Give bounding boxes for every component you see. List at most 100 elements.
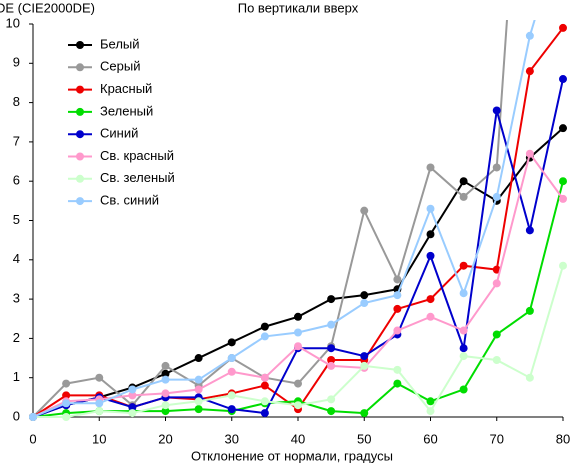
data-point (194, 397, 203, 406)
x-tick-label: 40 (291, 431, 305, 446)
data-point (327, 361, 336, 370)
data-point (161, 401, 170, 410)
data-point (393, 291, 402, 300)
legend-marker (76, 63, 84, 72)
y-tick-label: 0 (13, 408, 20, 423)
legend-marker (76, 197, 84, 206)
data-point (492, 330, 501, 339)
data-point (559, 261, 567, 270)
data-point (426, 163, 435, 172)
data-point (294, 342, 302, 351)
data-point (227, 367, 236, 376)
data-point (525, 226, 534, 235)
data-point (393, 379, 402, 388)
data-point (459, 344, 468, 353)
data-point (62, 399, 71, 408)
x-axis-title: Отклонение от нормали, градусы (191, 448, 393, 463)
data-point (426, 397, 435, 406)
y-tick-label: 2 (13, 330, 20, 345)
data-point (492, 163, 501, 172)
data-point (393, 275, 402, 284)
data-point (128, 403, 137, 412)
data-point (294, 401, 302, 410)
chart-title: По вертикали вверх (238, 0, 359, 15)
data-point (294, 379, 302, 388)
data-point (95, 407, 104, 416)
legend-label: Серый (100, 59, 140, 74)
data-point (393, 304, 402, 313)
data-point (559, 23, 567, 32)
data-point (161, 369, 170, 378)
data-point (426, 251, 435, 260)
data-point (260, 373, 269, 382)
legend-marker (76, 130, 84, 139)
data-point (459, 261, 468, 270)
data-point (525, 373, 534, 382)
y-tick-label: 9 (13, 55, 20, 70)
data-point (161, 361, 170, 370)
data-point (360, 352, 369, 361)
data-point (327, 407, 336, 416)
data-point (525, 31, 534, 40)
data-point (459, 177, 468, 186)
data-point (492, 279, 501, 288)
data-point (161, 375, 170, 384)
data-point (492, 106, 501, 115)
data-point (194, 375, 203, 384)
legend-marker (76, 174, 84, 183)
data-point (393, 326, 402, 335)
data-point (62, 379, 71, 388)
data-point (426, 407, 435, 416)
data-point (459, 289, 468, 298)
y-tick-label: 3 (13, 291, 20, 306)
data-point (327, 356, 336, 365)
data-point (459, 385, 468, 394)
data-point (95, 399, 104, 408)
data-point (327, 344, 336, 353)
data-point (260, 397, 269, 406)
data-point (360, 206, 369, 215)
data-point (227, 391, 236, 400)
data-point (360, 291, 369, 300)
data-point (128, 409, 137, 418)
data-point (426, 312, 435, 321)
legend-label: Красный (100, 81, 152, 96)
data-point (161, 407, 170, 416)
data-point (194, 405, 203, 414)
data-point (194, 385, 203, 394)
legend-marker (76, 85, 84, 94)
data-point (525, 149, 534, 158)
data-point (459, 192, 468, 201)
data-point (227, 338, 236, 347)
legend-marker (76, 152, 84, 161)
y-tick-label: 4 (13, 251, 20, 266)
data-point (327, 295, 336, 304)
data-point (260, 322, 269, 331)
plot-area (29, 20, 567, 421)
data-point (525, 67, 534, 76)
data-point (62, 391, 71, 400)
data-point (525, 306, 534, 315)
data-point (559, 75, 567, 84)
data-point (128, 391, 137, 400)
data-point (294, 328, 302, 337)
data-point (62, 413, 71, 421)
data-point (360, 299, 369, 308)
data-point (327, 395, 336, 404)
data-point (294, 312, 302, 321)
legend-label: Белый (100, 36, 140, 51)
x-tick-label: 20 (158, 431, 172, 446)
legend-label: Св. синий (100, 193, 159, 208)
data-point (260, 381, 269, 390)
legend-marker (76, 41, 84, 49)
y-axis-title: DE (CIE2000DE) (0, 0, 95, 15)
data-point (492, 356, 501, 365)
y-tick-label: 8 (13, 94, 20, 109)
y-tick-label: 6 (13, 173, 20, 188)
legend-label: Св. зеленый (100, 170, 175, 185)
data-point (459, 326, 468, 335)
data-point (426, 295, 435, 304)
data-point (260, 409, 269, 418)
legend-label: Зеленый (100, 103, 153, 118)
data-point (492, 192, 501, 201)
